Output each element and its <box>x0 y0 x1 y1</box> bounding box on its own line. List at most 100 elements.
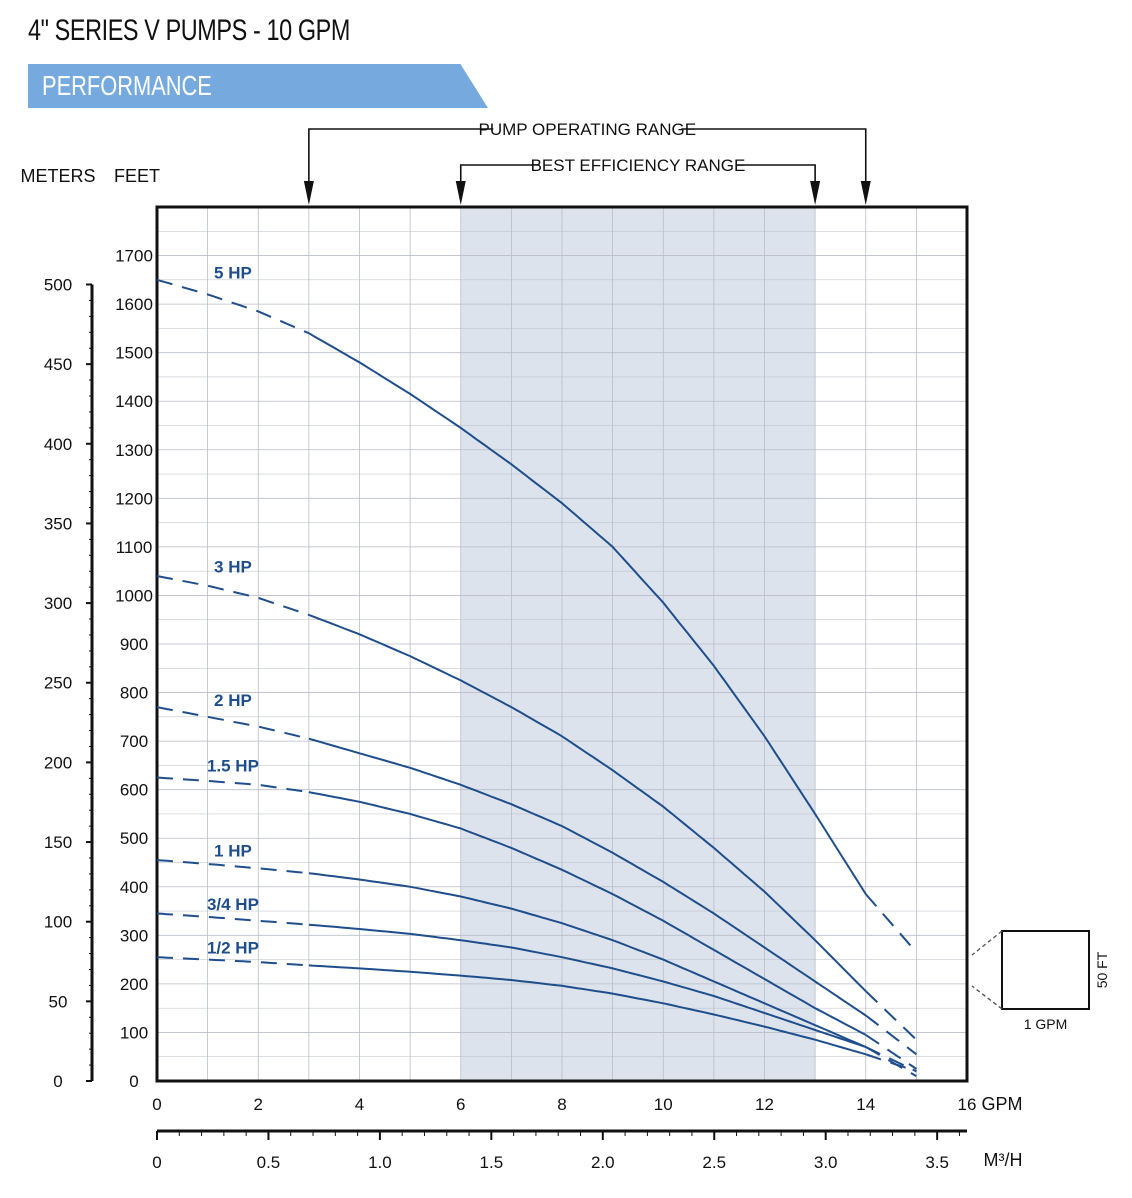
gpm-tick-label: 6 <box>456 1095 465 1114</box>
curve-1-5-hp <box>156 776 917 1070</box>
meters-tick-label: 350 <box>44 514 72 533</box>
feet-tick-label: 1700 <box>115 247 153 266</box>
gpm-axis-title: GPM <box>981 1094 1022 1114</box>
curve-start-dashed <box>156 912 309 926</box>
curve-3-4-hp <box>156 912 917 1073</box>
scale-box <box>1001 930 1090 1010</box>
feet-tick-label: 1400 <box>115 392 153 411</box>
meters-axis-title: METERS <box>20 166 95 186</box>
gpm-tick-label: 4 <box>355 1095 364 1114</box>
curve-start-dashed <box>156 956 309 967</box>
efficiency-range-right-line <box>736 164 816 183</box>
gpm-tick-label: 16 <box>958 1095 977 1114</box>
feet-tick-label: 100 <box>120 1023 148 1042</box>
feet-tick-label: 600 <box>120 781 148 800</box>
gpm-tick-label: 2 <box>254 1095 263 1114</box>
efficiency-range-left-arrow <box>455 181 466 205</box>
feet-axis-title: FEET <box>114 166 160 186</box>
operating-range-label: PUMP OPERATING RANGE <box>479 120 697 139</box>
m3h-tick-label: 1.5 <box>480 1153 504 1172</box>
feet-tick-label: 500 <box>120 829 148 848</box>
gpm-tick-label: 10 <box>654 1095 673 1114</box>
feet-tick-label: 1100 <box>116 538 153 557</box>
scale-box-pointer-top <box>971 930 1003 956</box>
operating-range-left-arrow <box>303 181 314 205</box>
meters-tick-label: 450 <box>44 355 72 374</box>
feet-tick-label: 400 <box>120 878 148 897</box>
feet-tick-label: 1300 <box>115 441 153 460</box>
meters-tick-label: 250 <box>44 674 72 693</box>
operating-range-right-line <box>681 128 867 183</box>
section-banner <box>28 64 488 108</box>
scale-box-x-label: 1 GPM <box>1024 1016 1068 1032</box>
meters-tick-label: 0 <box>53 1072 62 1091</box>
feet-tick-label: 300 <box>120 926 148 945</box>
curve-start-dashed <box>156 278 310 335</box>
curve-label: 5 HP <box>214 264 252 283</box>
curve-start-dashed <box>156 706 310 740</box>
plot-frame <box>155 205 969 1083</box>
feet-tick-label: 1000 <box>115 586 153 605</box>
curve-solid <box>308 872 867 1048</box>
efficiency-range-label: BEST EFFICIENCY RANGE <box>531 156 746 175</box>
curve-solid <box>308 964 867 1056</box>
curve-solid <box>308 613 867 992</box>
curve-end-dashed <box>865 1034 917 1070</box>
feet-tick-label: 0 <box>129 1072 138 1091</box>
feet-tick-label: 800 <box>120 684 148 703</box>
curve-solid <box>308 791 867 1036</box>
gpm-tick-label: 0 <box>152 1095 161 1114</box>
curve-5-hp <box>156 278 918 953</box>
meters-tick-label: 200 <box>44 753 72 772</box>
curve-end-dashed <box>865 990 918 1041</box>
m3h-tick-label: 3.5 <box>925 1153 949 1172</box>
curve-label: 3 HP <box>214 557 252 576</box>
curve-2-hp <box>156 706 918 1056</box>
operating-range-right-arrow <box>860 181 871 205</box>
curve-label: 1.5 HP <box>207 756 259 775</box>
curve-end-dashed <box>865 1053 917 1073</box>
feet-tick-label: 1500 <box>115 344 153 363</box>
feet-tick-label: 900 <box>120 635 148 654</box>
curve-end-dashed <box>865 893 918 953</box>
meters-tick-label: 400 <box>44 435 72 454</box>
page-title: 4" SERIES V PUMPS - 10 GPM <box>28 14 350 47</box>
curve-solid <box>308 737 867 1017</box>
meters-tick-label: 300 <box>44 594 72 613</box>
m3h-tick-label: 1.0 <box>368 1153 392 1172</box>
feet-tick-label: 700 <box>120 732 148 751</box>
m3h-tick-label: 0.5 <box>257 1153 281 1172</box>
curve-solid <box>308 923 867 1048</box>
gpm-tick-label: 12 <box>755 1095 774 1114</box>
m3h-axis-title: M³/H <box>984 1150 1023 1170</box>
section-banner-label: PERFORMANCE <box>42 70 212 101</box>
m3h-tick-label: 2.0 <box>591 1153 615 1172</box>
curve-label: 1 HP <box>214 841 252 860</box>
feet-tick-label: 200 <box>120 975 148 994</box>
gpm-tick-label: 8 <box>557 1095 566 1114</box>
feet-tick-label: 1200 <box>115 489 153 508</box>
curve-3-hp <box>156 575 918 1041</box>
operating-range-left-line <box>308 128 494 183</box>
curve-solid <box>308 332 867 895</box>
gpm-tick-label: 14 <box>856 1095 875 1114</box>
curve-start-dashed <box>156 575 310 616</box>
meters-tick-label: 150 <box>44 833 72 852</box>
scale-box-y-label: 50 FT <box>1094 951 1110 988</box>
efficiency-range-right-arrow <box>810 181 821 205</box>
curve-start-dashed <box>156 859 309 875</box>
meters-tick-label: 100 <box>44 913 72 932</box>
efficiency-range-left-line <box>459 164 540 183</box>
feet-tick-label: 1600 <box>115 295 153 314</box>
curve-end-dashed <box>865 1014 918 1056</box>
curve-1-2-hp <box>156 956 917 1073</box>
curve-end-dashed <box>865 1046 917 1073</box>
meters-tick-label: 500 <box>44 275 72 294</box>
scale-box-pointer-bottom <box>971 985 1003 1010</box>
curve-label: 1/2 HP <box>207 938 259 957</box>
curve-label: 2 HP <box>214 691 252 710</box>
m3h-tick-label: 3.0 <box>814 1153 838 1172</box>
m3h-tick-label: 2.5 <box>702 1153 726 1172</box>
curve-label: 3/4 HP <box>207 895 259 914</box>
